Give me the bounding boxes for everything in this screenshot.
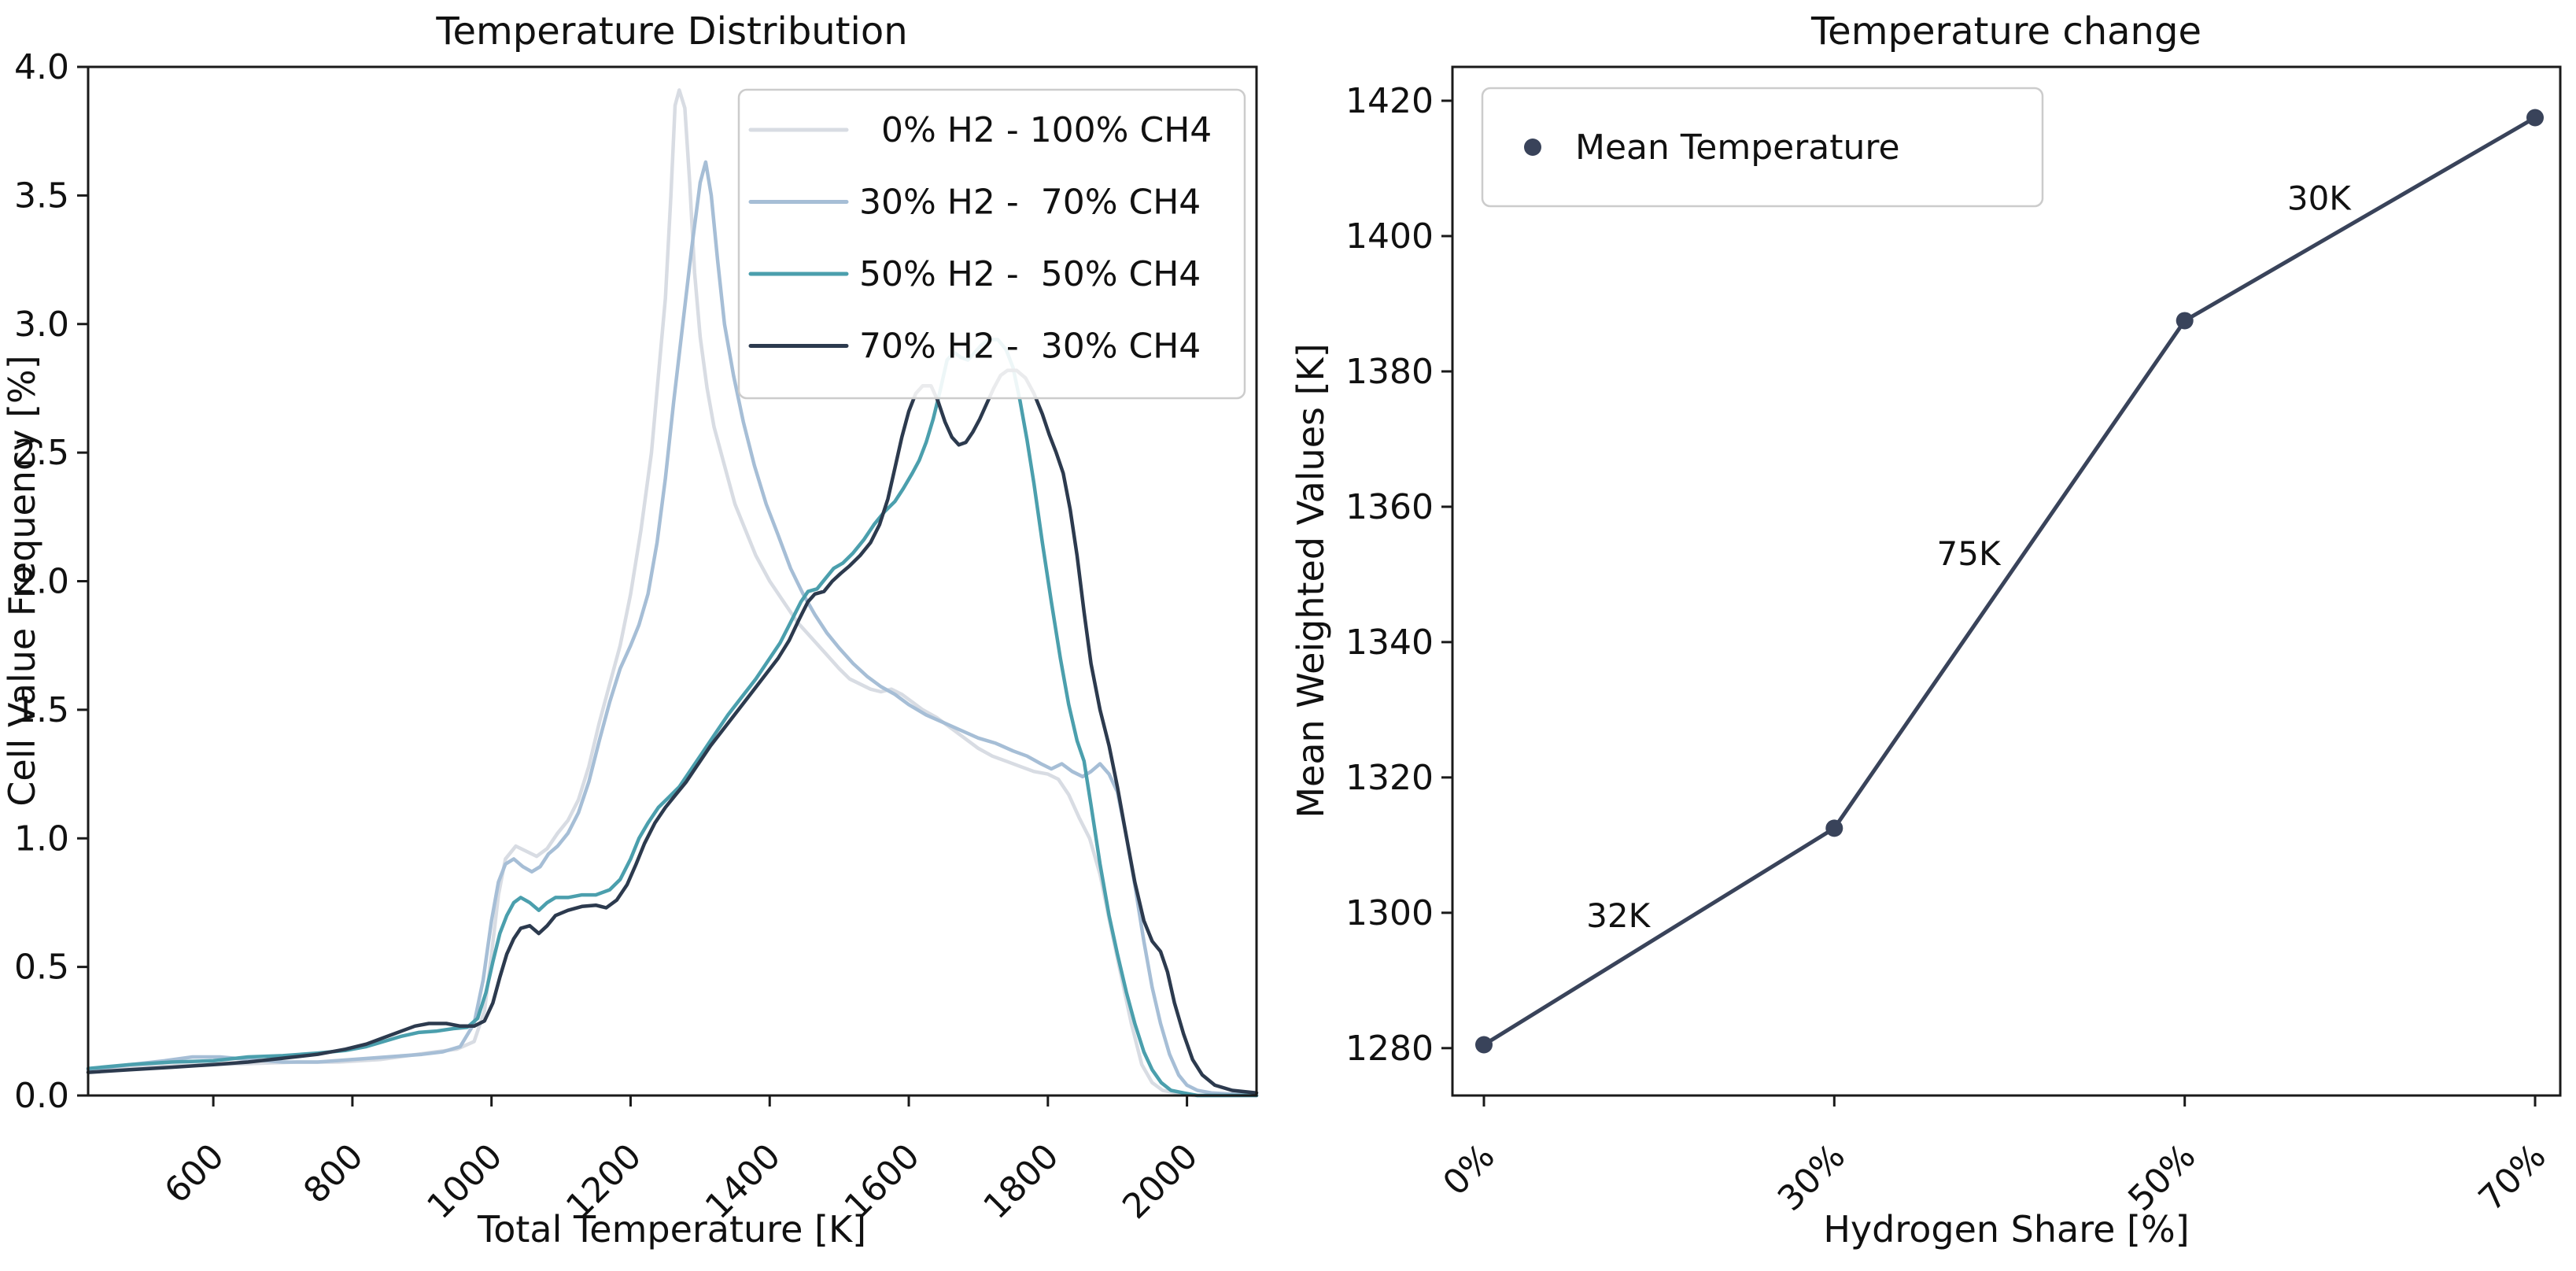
x-tick-label: 70% (2471, 1136, 2554, 1219)
y-tick-label: 1340 (1345, 623, 1434, 663)
legend-label: 70% H2 - 30% CH4 (859, 327, 1201, 367)
delta-annotation: 75K (1937, 534, 2002, 573)
x-tick-label: 800 (296, 1136, 371, 1211)
right-x-axis-label: Hydrogen Share [%] (1823, 1208, 2189, 1251)
y-tick-label: 2.0 (14, 562, 69, 602)
temperature-change-chart: Temperature change Hydrogen Share [%] Me… (1290, 9, 2562, 1251)
delta-annotation: 32K (1586, 896, 1651, 935)
data-point-marker (1825, 819, 1843, 837)
left-y-axis-label: Cell Value Frequency [%] (1, 355, 43, 806)
y-tick-label: 1360 (1345, 487, 1434, 527)
temperature-distribution-chart: Temperature Distribution Total Temperatu… (1, 9, 1259, 1251)
series-line-3 (86, 368, 1259, 1095)
right-chart-title: Temperature change (1810, 9, 2201, 54)
plot-border (87, 65, 1258, 1097)
plot-border (1451, 65, 2562, 1097)
data-point-marker (2526, 109, 2544, 127)
series-line-1 (86, 160, 1259, 1098)
y-tick-label: 0.0 (14, 1076, 69, 1116)
y-tick-label: 3.0 (14, 305, 69, 345)
legend-marker-dot (1524, 139, 1541, 156)
x-tick-label: 30% (1770, 1136, 1853, 1219)
left-chart-title: Temperature Distribution (435, 9, 907, 54)
legend-label: Mean Temperature (1575, 127, 1900, 168)
legend-label: 0% H2 - 100% CH4 (859, 110, 1212, 150)
legend-box (1481, 87, 2044, 208)
right-y-axis-label: Mean Weighted Values [K] (1290, 343, 1332, 818)
y-tick-label: 2.5 (14, 433, 69, 473)
data-point-marker (1475, 1036, 1493, 1054)
legend-label: 50% H2 - 50% CH4 (859, 254, 1201, 294)
series-line-2 (86, 338, 1259, 1098)
series-line-0 (86, 88, 1259, 1098)
right-legend: Mean Temperature (1481, 87, 2044, 208)
y-tick-label: 0.5 (14, 948, 69, 988)
left-x-axis-label: Total Temperature [K] (477, 1208, 866, 1251)
y-tick-label: 1420 (1345, 81, 1434, 121)
x-tick-label: 2000 (1115, 1136, 1205, 1227)
right-plot-area: 1280 1300 1320 1340 1360 1380 1400 1420 0% 30% 50%… (1345, 65, 2562, 1219)
x-tick-label: 600 (157, 1136, 231, 1211)
y-tick-label: 1400 (1345, 216, 1434, 257)
y-tick-label: 1380 (1345, 352, 1434, 392)
y-tick-label: 3.5 (14, 176, 69, 216)
mean-temperature-line (1482, 116, 2537, 1047)
y-tick-label: 1300 (1345, 893, 1434, 933)
x-tick-label: 1800 (976, 1136, 1066, 1227)
left-legend: 0% H2 - 100% CH4 30% H2 - 70% CH4 50% H2 -… (737, 88, 1246, 400)
y-tick-label: 1.5 (14, 690, 69, 730)
y-tick-label: 1320 (1345, 758, 1434, 798)
data-point-marker (2176, 312, 2194, 330)
x-tick-label: 50% (2120, 1136, 2203, 1219)
x-tick-label: 0% (1435, 1136, 1502, 1203)
legend-box (737, 88, 1246, 400)
y-tick-label: 1280 (1345, 1029, 1434, 1069)
y-tick-label: 4.0 (14, 47, 69, 87)
legend-label: 30% H2 - 70% CH4 (859, 183, 1201, 223)
delta-annotation: 30K (2287, 179, 2352, 217)
y-tick-label: 1.0 (14, 818, 69, 859)
